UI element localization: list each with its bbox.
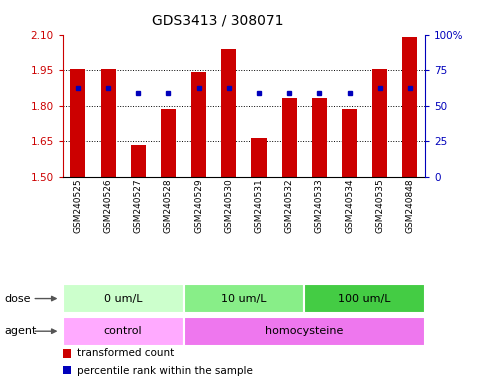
Bar [312, 98, 327, 177]
Text: homocysteine: homocysteine [265, 326, 343, 336]
Bar [191, 73, 206, 177]
Bar [282, 98, 297, 177]
Bar [100, 69, 115, 177]
Bar [184, 284, 304, 313]
Bar [63, 284, 184, 313]
Text: dose: dose [5, 293, 31, 304]
Text: agent: agent [5, 326, 37, 336]
Bar [71, 69, 85, 177]
Text: percentile rank within the sample: percentile rank within the sample [77, 366, 253, 376]
Bar [63, 317, 184, 346]
Bar [304, 284, 425, 313]
Bar [372, 69, 387, 177]
Bar [252, 137, 267, 177]
Text: transformed count: transformed count [77, 348, 174, 358]
Text: control: control [104, 326, 142, 336]
Text: 0 um/L: 0 um/L [104, 293, 142, 304]
Bar [342, 109, 357, 177]
Bar [161, 109, 176, 177]
Text: GDS3413 / 308071: GDS3413 / 308071 [152, 13, 283, 27]
Bar [131, 145, 146, 177]
Bar [402, 37, 417, 177]
Bar [221, 49, 236, 177]
Text: 10 um/L: 10 um/L [221, 293, 267, 304]
Text: 100 um/L: 100 um/L [339, 293, 391, 304]
Bar [184, 317, 425, 346]
